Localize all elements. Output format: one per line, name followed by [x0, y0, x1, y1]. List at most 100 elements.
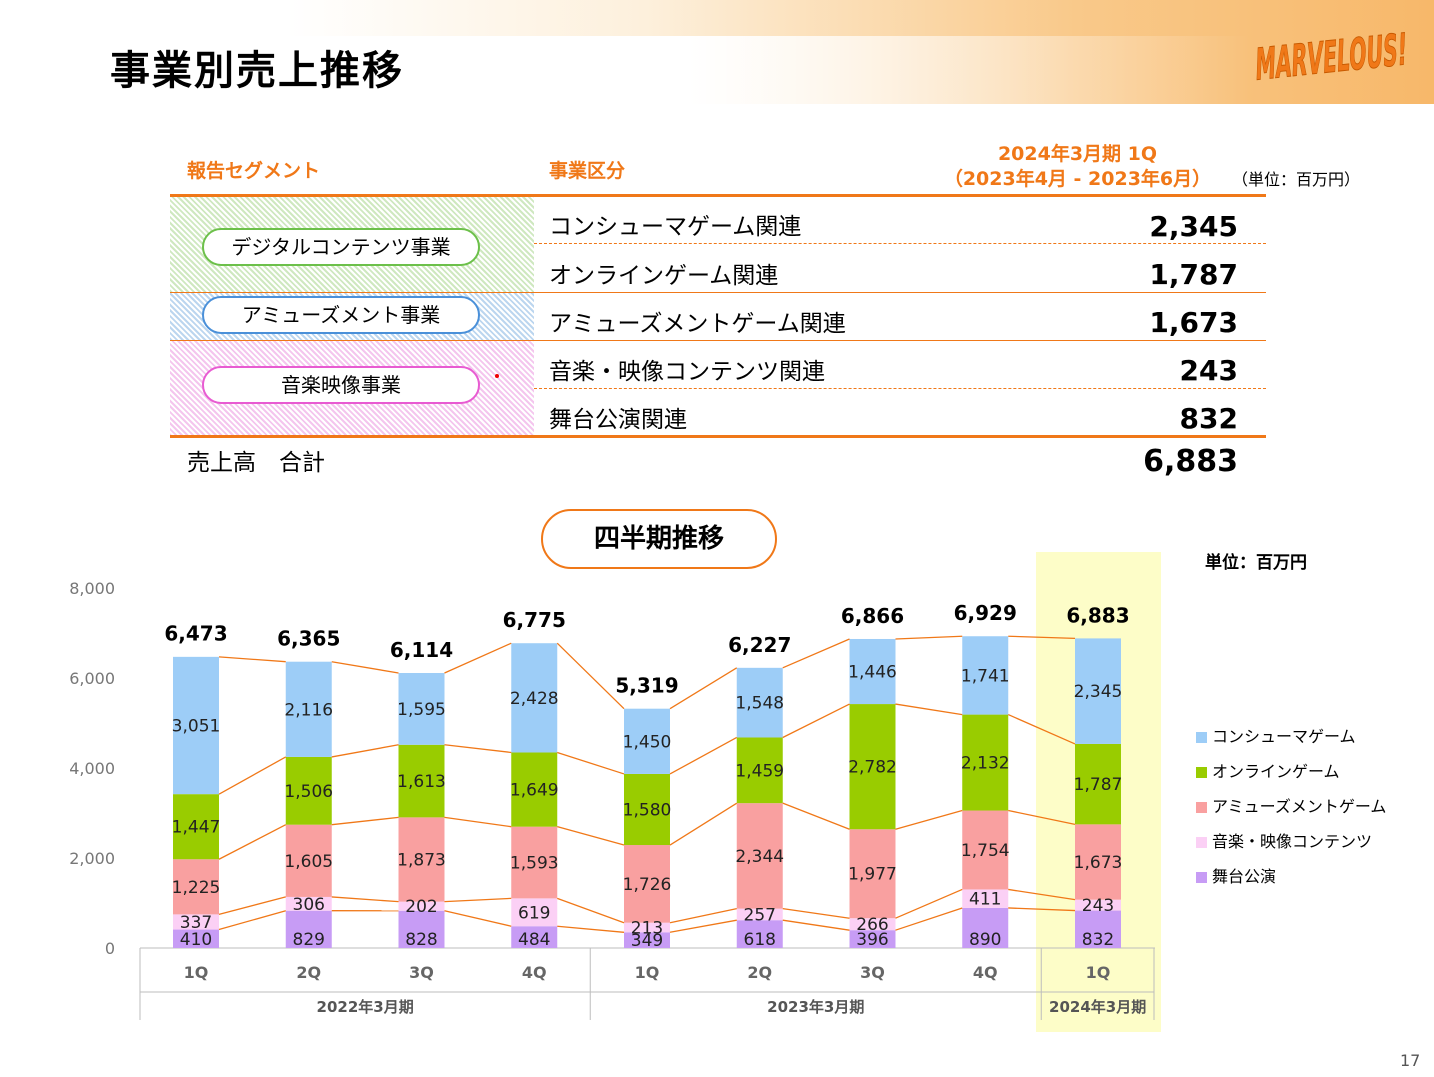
- bar-data-label: 1,446: [848, 663, 897, 683]
- connector-line: [895, 635, 963, 640]
- bar-segment: [398, 901, 445, 911]
- connector-line: [331, 816, 399, 826]
- bar-data-label: 266: [856, 915, 888, 935]
- page-number: 17: [1400, 1051, 1421, 1070]
- bar-data-label: 349: [631, 931, 663, 951]
- connector-line: [218, 824, 287, 860]
- connector-line: [895, 703, 963, 716]
- x-tick-label: 3Q: [860, 963, 885, 982]
- connector-line: [1008, 907, 1076, 912]
- row-value-music: 243: [1179, 354, 1238, 387]
- bar-data-label: 1,459: [735, 761, 784, 781]
- bar-segment: [173, 914, 219, 930]
- bar-segment: [285, 910, 332, 948]
- bar-data-label: 1,787: [1074, 775, 1123, 795]
- bar-segment: [1075, 910, 1121, 948]
- x-tick-label: 3Q: [409, 963, 434, 982]
- connector-line: [895, 907, 963, 931]
- bar-segment: [962, 714, 1009, 811]
- bar-data-label: 2,132: [961, 754, 1010, 774]
- bar-segment: [849, 829, 896, 919]
- bar-data-label: 828: [405, 930, 437, 950]
- legend-swatch: [1196, 837, 1207, 848]
- bar-data-label: 1,548: [735, 694, 784, 714]
- bar-segment: [624, 773, 670, 846]
- bar-data-label: 1,741: [961, 666, 1010, 686]
- connector-line: [218, 896, 286, 916]
- row-value-stage: 832: [1179, 402, 1238, 435]
- row-label-stage: 舞台公演関連: [549, 407, 687, 433]
- bar-data-label: 2,782: [848, 758, 897, 778]
- bar-data-label: 890: [969, 930, 1001, 950]
- header-business: 事業区分: [549, 160, 626, 182]
- connector-line: [1008, 888, 1076, 901]
- connector-line: [782, 638, 850, 669]
- connector-line: [782, 907, 850, 919]
- x-tick-label: 4Q: [522, 963, 547, 982]
- total-data-label: 5,319: [615, 674, 678, 698]
- bar-segment: [624, 708, 670, 774]
- bar-data-label: 213: [631, 919, 663, 939]
- bar-data-label: 618: [744, 930, 776, 950]
- bar-segment: [511, 752, 558, 827]
- bar-segment: [736, 737, 783, 804]
- bar-segment: [511, 926, 558, 948]
- row-label-online: オンラインゲーム関連: [549, 263, 779, 289]
- bar-segment: [849, 930, 896, 948]
- chart-unit-label: 単位：百万円: [1205, 553, 1307, 573]
- bar-segment: [285, 756, 332, 825]
- row-label-music: 音楽・映像コンテンツ関連: [549, 359, 825, 385]
- legend-item: コンシューマゲーム: [1196, 726, 1386, 761]
- bar-data-label: 1,754: [961, 841, 1010, 861]
- marvelous-logo: MARVELOUS!: [1254, 24, 1408, 88]
- row-divider: [170, 292, 1266, 293]
- legend-swatch: [1196, 767, 1207, 778]
- connector-line: [218, 656, 286, 663]
- bar-data-label: 1,977: [848, 865, 897, 885]
- connector-line: [444, 910, 512, 927]
- connector-line: [444, 816, 512, 828]
- total-data-label: 6,365: [277, 627, 340, 651]
- period-line1: 2024年3月期 1Q: [997, 143, 1158, 165]
- bar-data-label: 1,726: [623, 875, 672, 895]
- legend-swatch: [1196, 872, 1207, 883]
- total-data-label: 6,883: [1066, 603, 1129, 627]
- connector-line: [444, 642, 512, 674]
- group-label: 2024年3月期: [1049, 998, 1146, 1016]
- row-label-amusement: アミューズメントゲーム関連: [549, 311, 846, 337]
- legend-item: アミューズメントゲーム: [1196, 796, 1386, 831]
- bar-data-label: 619: [518, 903, 550, 923]
- total-data-label: 6,114: [390, 638, 453, 662]
- segment-pill-amusement: アミューズメント事業: [202, 296, 480, 334]
- bar-data-label: 2,428: [510, 689, 559, 709]
- y-tick-label: 0: [105, 939, 115, 958]
- connector-line: [782, 703, 850, 739]
- connector-line: [218, 910, 286, 931]
- bar-data-label: 3,051: [172, 716, 221, 736]
- bar-segment: [1075, 638, 1121, 744]
- connector-line: [557, 897, 625, 924]
- legend-label: 音楽・映像コンテンツ: [1212, 832, 1373, 851]
- connector-line: [444, 744, 512, 754]
- legend-label: 舞台公演: [1212, 867, 1277, 886]
- connector-line: [895, 809, 963, 830]
- bar-segment: [398, 744, 445, 818]
- legend-label: コンシューマゲーム: [1212, 727, 1356, 746]
- bar-segment: [1075, 743, 1121, 825]
- legend-item: 音楽・映像コンテンツ: [1196, 831, 1386, 866]
- period-line2: （2023年4月 - 2023年6月）: [943, 168, 1212, 190]
- bar-data-label: 1,605: [284, 852, 333, 872]
- x-tick-label: 1Q: [1086, 963, 1111, 982]
- bar-data-label: 832: [1082, 930, 1114, 950]
- bar-data-label: 1,580: [623, 800, 672, 820]
- y-tick-label: 8,000: [69, 579, 115, 598]
- bar-data-label: 1,225: [172, 878, 221, 898]
- x-tick-label: 1Q: [184, 963, 209, 982]
- bar-segment: [624, 932, 670, 948]
- connector-line: [1007, 713, 1076, 745]
- total-label: 売上高 合計: [187, 450, 325, 476]
- row-value-consumer: 2,345: [1149, 210, 1238, 243]
- total-value: 6,883: [1143, 444, 1238, 479]
- bar-data-label: 337: [180, 913, 212, 933]
- bar-data-label: 829: [293, 930, 325, 950]
